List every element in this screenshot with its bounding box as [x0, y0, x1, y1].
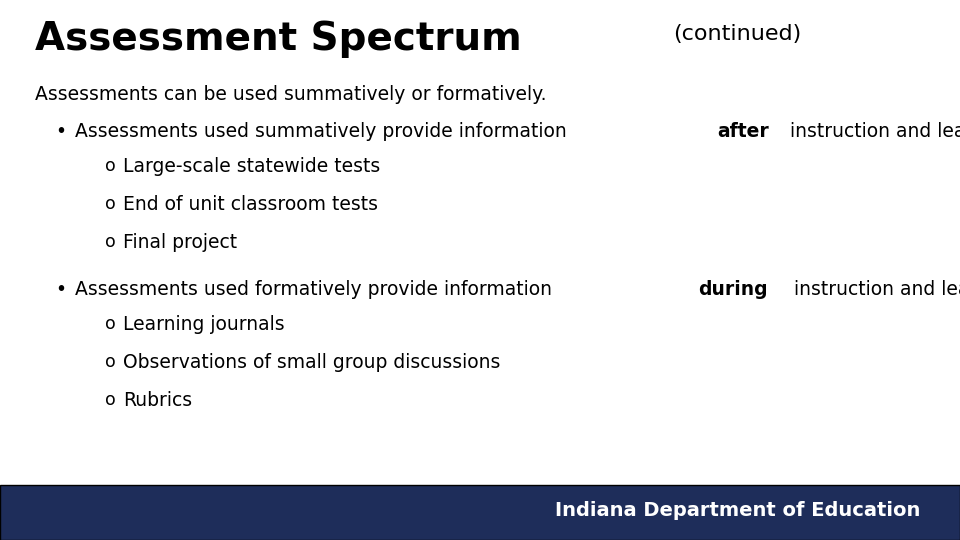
Text: Assessments can be used summatively or formatively.: Assessments can be used summatively or f…	[35, 85, 546, 104]
Text: o: o	[105, 315, 116, 333]
Text: Observations of small group discussions: Observations of small group discussions	[123, 353, 500, 372]
Text: Assessment Spectrum: Assessment Spectrum	[35, 20, 521, 58]
Text: •: •	[55, 280, 66, 299]
Text: •: •	[55, 122, 66, 141]
Text: after: after	[717, 122, 769, 141]
Text: End of unit classroom tests: End of unit classroom tests	[123, 195, 378, 214]
Text: o: o	[105, 353, 116, 371]
FancyBboxPatch shape	[0, 485, 960, 540]
Text: o: o	[105, 195, 116, 213]
Text: o: o	[105, 391, 116, 409]
Text: Assessments used summatively provide information: Assessments used summatively provide inf…	[75, 122, 573, 141]
Text: Indiana Department of Education: Indiana Department of Education	[555, 501, 920, 520]
Text: Learning journals: Learning journals	[123, 315, 284, 334]
Text: Assessments used formatively provide information: Assessments used formatively provide inf…	[75, 280, 558, 299]
Text: Large-scale statewide tests: Large-scale statewide tests	[123, 157, 380, 176]
Text: o: o	[105, 157, 116, 175]
Text: instruction and learning.: instruction and learning.	[788, 280, 960, 299]
Text: (continued): (continued)	[673, 24, 802, 44]
Text: Rubrics: Rubrics	[123, 391, 192, 410]
Text: during: during	[698, 280, 768, 299]
Text: Final project: Final project	[123, 233, 237, 252]
Text: instruction and learning: instruction and learning	[784, 122, 960, 141]
Text: o: o	[105, 233, 116, 251]
